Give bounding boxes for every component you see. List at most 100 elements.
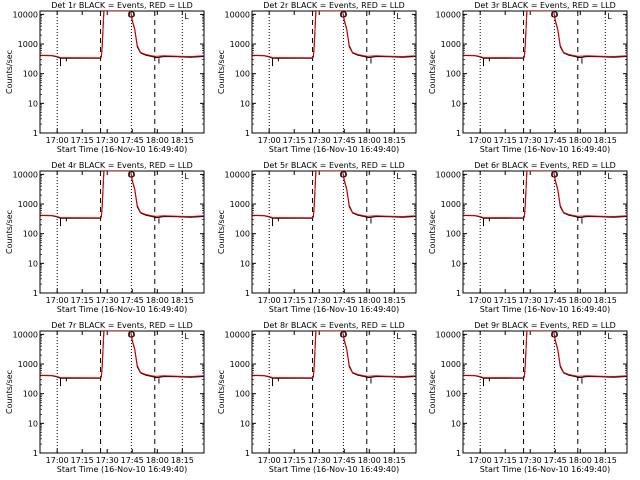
y-tick-label: 1 bbox=[33, 289, 38, 298]
x-tick-label: 17:45 bbox=[121, 456, 144, 465]
x-tick-label: 18:15 bbox=[171, 136, 194, 145]
y-tick-label: 10 bbox=[28, 419, 38, 428]
panel-data bbox=[252, 171, 416, 227]
x-tick-label: 17:00 bbox=[46, 296, 69, 305]
x-tick-label: 17:15 bbox=[71, 456, 94, 465]
x-tick-label: 17:45 bbox=[121, 296, 144, 305]
y-tick-label: 10000 bbox=[436, 170, 461, 179]
x-tick-label: 17:30 bbox=[308, 296, 331, 305]
panel-frame bbox=[251, 170, 417, 294]
y-tick-label: 1 bbox=[245, 129, 250, 138]
marker-l: L bbox=[184, 12, 189, 21]
y-tick-label: 10 bbox=[451, 99, 461, 108]
x-tick-label: 17:45 bbox=[333, 456, 356, 465]
y-axis-label: Counts/sec bbox=[428, 210, 437, 254]
panel-frame bbox=[39, 10, 205, 134]
marker-l: L bbox=[607, 172, 612, 181]
y-tick-label: 10000 bbox=[225, 330, 250, 339]
series-events-line bbox=[252, 171, 416, 219]
x-tick-label: 17:15 bbox=[494, 456, 517, 465]
series-events-line bbox=[40, 171, 204, 219]
x-tick-label: 17:30 bbox=[519, 136, 542, 145]
marker-l: L bbox=[396, 172, 401, 181]
panel-title: Det 1r BLACK = Events, RED = LLD bbox=[51, 1, 193, 10]
panel-title: Det 3r BLACK = Events, RED = LLD bbox=[474, 1, 616, 10]
y-axis-label: Counts/sec bbox=[5, 50, 14, 94]
y-axis-label: Counts/sec bbox=[428, 370, 437, 414]
x-tick-label: 18:00 bbox=[569, 296, 592, 305]
panel-frame bbox=[462, 330, 628, 454]
y-axis-label: Counts/sec bbox=[428, 50, 437, 94]
series-lld-line bbox=[252, 331, 416, 379]
y-axis-label: Counts/sec bbox=[5, 370, 14, 414]
y-tick-label: 10000 bbox=[13, 330, 38, 339]
y-tick-label: 10 bbox=[28, 259, 38, 268]
y-tick-label: 1 bbox=[456, 129, 461, 138]
y-axis-label: Counts/sec bbox=[217, 210, 226, 254]
panel-3: Det 3r BLACK = Events, RED = LLD 1 10 100 10… bbox=[428, 1, 628, 154]
y-tick-label: 10 bbox=[240, 259, 250, 268]
y-tick-label: 1000 bbox=[441, 360, 461, 369]
y-tick-label: 1 bbox=[245, 289, 250, 298]
x-tick-label: 17:45 bbox=[544, 296, 567, 305]
x-tick-label: 17:45 bbox=[333, 296, 356, 305]
x-tick-label: 17:45 bbox=[333, 136, 356, 145]
x-tick-label: 18:00 bbox=[146, 136, 169, 145]
series-events-line bbox=[252, 331, 416, 379]
panel-5: Det 5r BLACK = Events, RED = LLD 1 10 100 10… bbox=[217, 161, 417, 314]
x-tick-label: 17:00 bbox=[469, 136, 492, 145]
x-axis-label: Start Time (16-Nov-10 16:49:40) bbox=[480, 305, 610, 314]
y-tick-label: 1000 bbox=[230, 200, 250, 209]
marker-l: L bbox=[184, 172, 189, 181]
x-tick-label: 17:15 bbox=[283, 136, 306, 145]
series-lld-line bbox=[252, 171, 416, 219]
x-tick-label: 18:00 bbox=[569, 456, 592, 465]
panel-title: Det 9r BLACK = Events, RED = LLD bbox=[474, 321, 616, 330]
x-tick-label: 18:15 bbox=[594, 136, 617, 145]
panel-title: Det 5r BLACK = Events, RED = LLD bbox=[263, 161, 405, 170]
y-tick-label: 1 bbox=[33, 449, 38, 458]
y-tick-label: 10 bbox=[240, 99, 250, 108]
y-tick-label: 1000 bbox=[18, 40, 38, 49]
x-tick-label: 17:30 bbox=[96, 136, 119, 145]
marker-l: L bbox=[396, 12, 401, 21]
x-tick-label: 18:15 bbox=[383, 296, 406, 305]
x-tick-label: 17:30 bbox=[308, 456, 331, 465]
x-axis-label: Start Time (16-Nov-10 16:49:40) bbox=[57, 305, 187, 314]
x-tick-label: 17:15 bbox=[71, 136, 94, 145]
x-tick-label: 17:15 bbox=[494, 136, 517, 145]
series-events-line bbox=[463, 171, 627, 219]
y-tick-label: 10000 bbox=[225, 10, 250, 19]
panel-frame bbox=[39, 330, 205, 454]
x-tick-label: 18:00 bbox=[146, 296, 169, 305]
y-tick-label: 100 bbox=[23, 390, 38, 399]
panel-title: Det 4r BLACK = Events, RED = LLD bbox=[51, 161, 193, 170]
y-tick-label: 100 bbox=[23, 230, 38, 239]
panel-2: Det 2r BLACK = Events, RED = LLD 1 10 100 10… bbox=[217, 1, 417, 154]
x-tick-label: 18:00 bbox=[358, 296, 381, 305]
series-lld-line bbox=[463, 171, 627, 219]
y-tick-label: 1000 bbox=[230, 360, 250, 369]
y-tick-label: 100 bbox=[23, 70, 38, 79]
x-tick-label: 18:00 bbox=[358, 136, 381, 145]
x-tick-label: 17:15 bbox=[71, 296, 94, 305]
x-tick-label: 17:00 bbox=[258, 296, 281, 305]
series-lld-line bbox=[463, 331, 627, 379]
x-tick-label: 18:15 bbox=[171, 296, 194, 305]
marker-l: L bbox=[396, 332, 401, 341]
series-events-line bbox=[252, 11, 416, 59]
y-tick-label: 100 bbox=[446, 230, 461, 239]
series-lld-line bbox=[252, 11, 416, 59]
marker-l: L bbox=[184, 332, 189, 341]
y-tick-label: 1 bbox=[456, 289, 461, 298]
y-tick-label: 10 bbox=[28, 99, 38, 108]
panel-title: Det 2r BLACK = Events, RED = LLD bbox=[263, 1, 405, 10]
x-tick-label: 17:15 bbox=[283, 296, 306, 305]
panel-9: Det 9r BLACK = Events, RED = LLD 1 10 100 10… bbox=[428, 321, 628, 474]
y-tick-label: 10000 bbox=[436, 10, 461, 19]
x-tick-label: 18:00 bbox=[358, 456, 381, 465]
y-tick-label: 100 bbox=[446, 70, 461, 79]
x-axis-label: Start Time (16-Nov-10 16:49:40) bbox=[269, 465, 399, 474]
x-tick-label: 17:45 bbox=[544, 136, 567, 145]
y-tick-label: 1000 bbox=[230, 40, 250, 49]
